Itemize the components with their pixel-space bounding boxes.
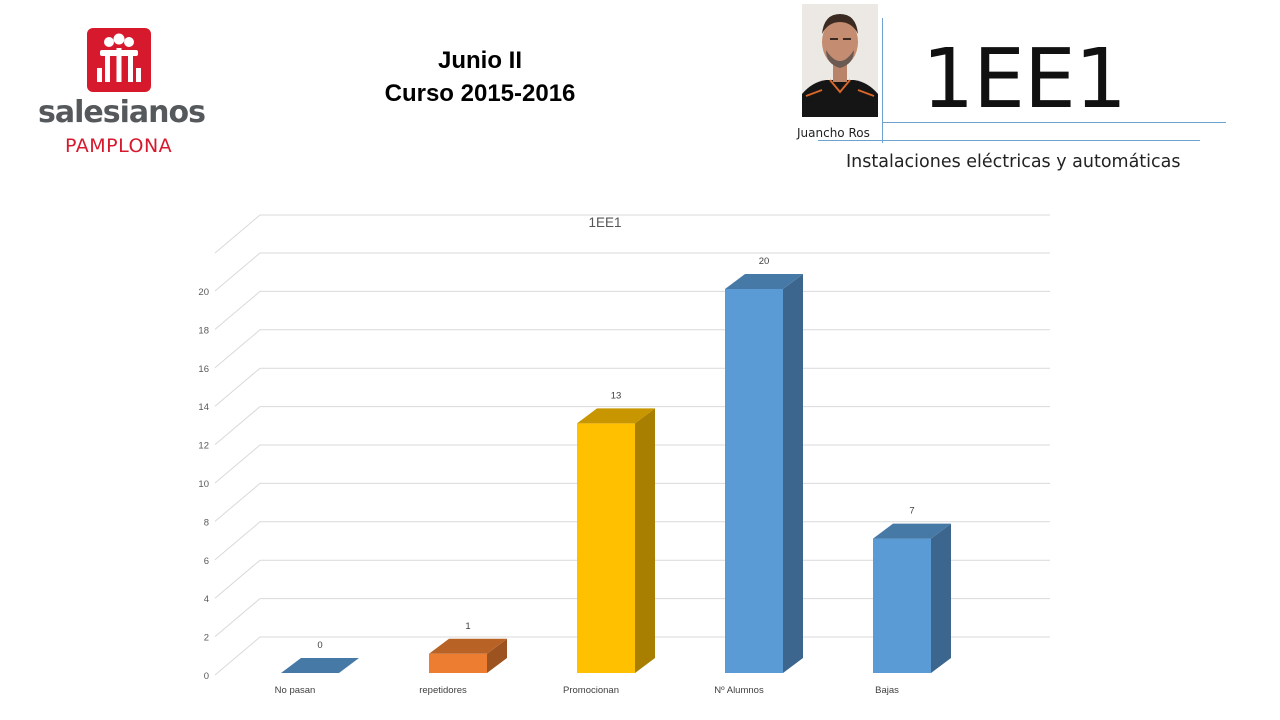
x-tick-label: repetidores: [419, 685, 467, 696]
course-code: 1EE1: [922, 32, 1127, 127]
y-tick-label: 18: [198, 325, 209, 336]
teacher-photo: [802, 4, 878, 117]
course-description: Instalaciones eléctricas y automáticas: [846, 152, 1181, 172]
y-tick-label: 12: [198, 441, 209, 452]
bar-chart: 1EE1 0 2 4 6 8 10 12 14 16 18 20 0 No pasan 1 repetidor…: [198, 214, 1050, 696]
x-tick-label: Nº Alumnos: [714, 685, 764, 696]
data-label: 7: [909, 506, 914, 517]
y-tick-label: 2: [204, 633, 209, 644]
data-label: 13: [611, 390, 622, 401]
y-tick-label: 8: [204, 517, 209, 528]
bar-side: [931, 523, 951, 673]
bar: [725, 289, 783, 673]
bar-top: [577, 408, 655, 424]
heading-line-1: Junio II: [438, 47, 522, 74]
chart-title: 1EE1: [588, 215, 621, 230]
y-tick-label: 20: [198, 287, 209, 298]
gridline: [214, 367, 1050, 407]
y-tick-label: 0: [204, 671, 209, 682]
y-tick-label: 16: [198, 364, 209, 375]
gridline: [214, 214, 1050, 254]
photo-caption: Juancho Ros: [797, 126, 870, 140]
bar-top: [281, 658, 359, 673]
y-tick-label: 14: [198, 402, 209, 413]
bar-side: [487, 638, 507, 673]
bar-side: [783, 274, 803, 673]
bar: [873, 538, 931, 673]
bar-top: [873, 523, 951, 539]
gridline: [214, 290, 1050, 330]
page-heading: Junio II Curso 2015-2016: [330, 44, 630, 110]
bar: [429, 653, 487, 673]
divider-horizontal-top: [882, 122, 1226, 123]
x-tick-label: Bajas: [875, 685, 899, 696]
logo-emblem-icon: [87, 28, 151, 92]
logo-name: salesianos: [38, 95, 206, 130]
x-tick-label: No pasan: [275, 685, 316, 696]
bar-top: [725, 274, 803, 289]
heading-line-2: Curso 2015-2016: [384, 80, 576, 107]
gridline: [214, 329, 1050, 369]
gridline: [214, 252, 1050, 292]
data-label: 1: [465, 621, 470, 632]
logo-city: PAMPLONA: [65, 135, 173, 157]
divider-vertical: [882, 18, 883, 143]
x-tick-label: Promocionan: [563, 685, 619, 696]
bar-top: [429, 638, 507, 654]
salesianos-logo: salesianos PAMPLONA: [38, 26, 206, 158]
data-label: 20: [759, 256, 770, 267]
y-tick-label: 4: [204, 594, 209, 605]
y-tick-label: 10: [198, 479, 209, 490]
y-tick-label: 6: [204, 556, 209, 567]
divider-horizontal-bottom: [818, 140, 1200, 141]
bar: [577, 423, 635, 673]
data-label: 0: [317, 640, 322, 651]
bar-side: [635, 408, 655, 673]
